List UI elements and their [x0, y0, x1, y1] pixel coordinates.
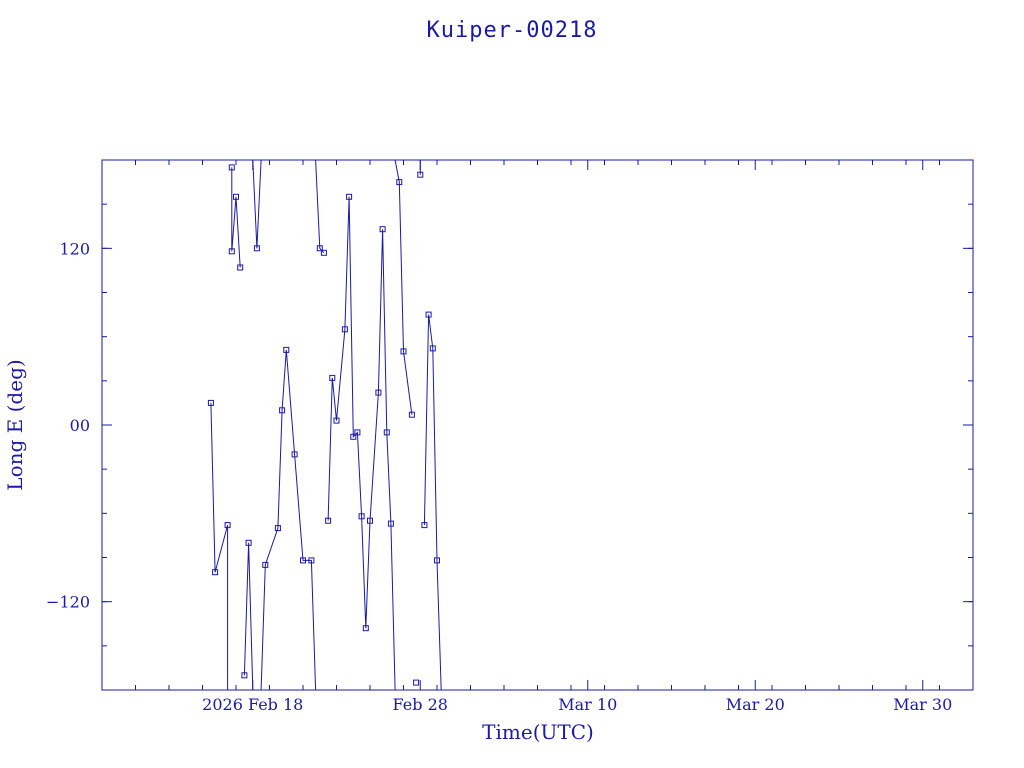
data-point	[341, 326, 348, 333]
data-point	[325, 517, 332, 524]
y-axis-ticks: 120 00 −120	[46, 159, 973, 691]
data-point	[362, 625, 369, 632]
data-point	[207, 399, 214, 406]
x-tick-label: Mar 20	[726, 695, 785, 714]
data-point	[358, 513, 365, 520]
series-line-segment	[315, 160, 325, 254]
data-point	[375, 389, 382, 396]
series-line-segment	[252, 160, 262, 249]
x-tick-label: 2026 Feb 18	[202, 695, 303, 714]
data-point	[434, 557, 440, 564]
data-point	[396, 179, 403, 186]
data-point	[346, 193, 353, 200]
series-line-segment	[423, 314, 442, 690]
y-tick-label: −120	[46, 593, 90, 612]
y-axis-label: Long E (deg)	[3, 359, 27, 490]
data-point	[400, 348, 407, 355]
data-point	[233, 193, 239, 200]
data-point	[291, 451, 298, 458]
y-tick-label: 120	[59, 239, 90, 258]
data-point	[333, 417, 340, 424]
data-point	[383, 429, 390, 436]
y-tick-label: 00	[70, 416, 90, 435]
data-point	[283, 346, 290, 353]
data-point	[408, 411, 415, 418]
data-point	[320, 249, 327, 256]
data-point	[354, 429, 361, 436]
series-line-segment	[210, 402, 229, 690]
data-point	[417, 171, 424, 178]
x-axis-ticks: 2026 Feb 18 Feb 28 Mar 10 Mar 20 Mar 30	[101, 160, 974, 714]
data-point	[387, 520, 394, 527]
chart-title: Kuiper-00218	[427, 18, 598, 43]
series-line-segment	[394, 160, 413, 415]
data-point	[421, 522, 428, 529]
data-point	[228, 164, 235, 171]
data-point	[228, 248, 235, 255]
data-point	[274, 525, 281, 532]
data-point	[413, 679, 420, 686]
x-axis-label: Time(UTC)	[482, 720, 594, 744]
data-point	[212, 569, 219, 576]
data-point	[262, 561, 269, 568]
data-point	[329, 374, 336, 381]
data-point	[379, 226, 386, 233]
data-point	[224, 522, 231, 529]
data-point	[279, 407, 286, 414]
data-point	[425, 311, 432, 318]
series-line-segment	[231, 167, 241, 268]
data-point	[237, 264, 244, 271]
data-point	[308, 557, 315, 564]
data-point	[367, 517, 373, 524]
data-point	[241, 672, 248, 679]
series-lines	[210, 160, 442, 690]
data-point	[316, 245, 323, 252]
series-line-segment	[327, 196, 396, 690]
data-point	[350, 433, 357, 440]
data-point	[300, 557, 306, 564]
data-point	[429, 345, 436, 352]
x-tick-label: Mar 10	[558, 695, 617, 714]
x-tick-label: Mar 30	[893, 695, 952, 714]
data-point	[245, 539, 252, 546]
series-line-segment	[260, 349, 317, 690]
data-point	[253, 245, 260, 252]
x-tick-label: Feb 28	[393, 695, 448, 714]
series-line-segment	[243, 542, 254, 690]
series-points	[207, 164, 440, 686]
